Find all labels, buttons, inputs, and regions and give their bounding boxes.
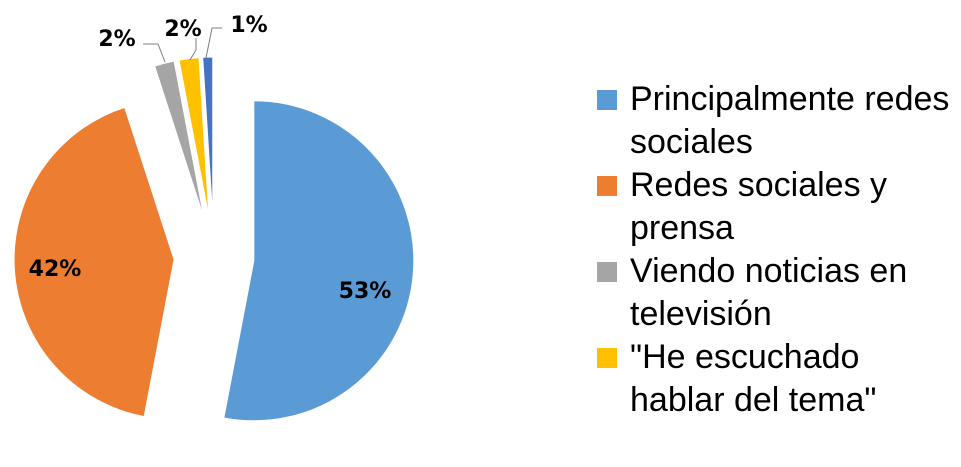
legend-label: Principalmente redes sociales	[630, 80, 950, 161]
legend-item: "He escuchado hablar del tema"	[597, 336, 957, 422]
leader-line	[205, 27, 222, 59]
data-label: 53%	[339, 279, 392, 304]
legend-swatch	[597, 176, 617, 196]
leader-line	[189, 38, 197, 61]
leader-line	[143, 43, 166, 63]
data-label: 1%	[230, 13, 267, 38]
legend-swatch	[597, 348, 617, 368]
legend-item: Redes sociales y prensa	[597, 164, 957, 250]
legend-item: Viendo noticias en televisión	[597, 250, 957, 336]
pie-slice	[178, 57, 210, 218]
legend-label: Redes sociales y prensa	[630, 166, 888, 247]
data-label: 2%	[164, 17, 201, 42]
data-label: 42%	[29, 257, 82, 282]
legend-label: "He escuchado hablar del tema"	[630, 338, 877, 419]
legend-swatch	[597, 262, 617, 282]
legend: Principalmente redes sociales Redes socia…	[597, 78, 957, 422]
pie-slice	[153, 60, 205, 219]
legend-swatch	[597, 90, 617, 110]
pie-slice	[223, 100, 415, 422]
legend-label: Viendo noticias en televisión	[630, 252, 908, 333]
pie-slice	[13, 106, 175, 418]
legend-item: Principalmente redes sociales	[597, 78, 957, 164]
data-label: 2%	[98, 27, 135, 52]
pie-slice	[202, 56, 214, 218]
